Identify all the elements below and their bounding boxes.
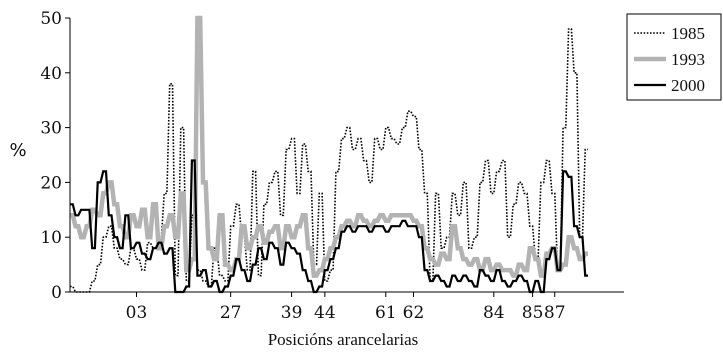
y-tick-label: 30 [40,119,62,139]
x-tick-label: 61 [375,303,397,323]
legend-label-1985: 1985 [671,24,705,43]
x-tick-label: 84 [483,303,505,323]
x-tick-label: 62 [403,303,425,323]
series-line-2000 [70,159,588,294]
x-tick-label: 87 [544,303,566,323]
legend-label-2000: 2000 [671,76,705,95]
y-axis-label: % [9,140,26,161]
y-tick-label: 20 [40,173,62,193]
x-tick-label: 03 [126,303,148,323]
series-layer [70,15,588,294]
y-tick-label: 0 [51,283,62,303]
y-ticks: 0 10 20 30 40 50 [40,9,70,303]
legend-label-1993: 1993 [671,50,705,69]
x-tick-label: 44 [314,303,336,323]
series-line-1993 [70,15,588,278]
y-tick-label: 40 [40,64,62,84]
x-tick-label: 85 [522,303,544,323]
x-tick-label: 27 [220,303,242,323]
axes-layer [69,18,624,293]
x-ticks: 03 27 39 44 61 62 84 85 87 [126,292,566,323]
y-tick-label: 50 [40,9,62,29]
x-axis-label: Posicións arancelarias [268,330,419,349]
x-tick-label: 39 [281,303,303,323]
legend: 1985 1993 2000 [626,13,722,101]
y-tick-label: 10 [40,228,62,248]
